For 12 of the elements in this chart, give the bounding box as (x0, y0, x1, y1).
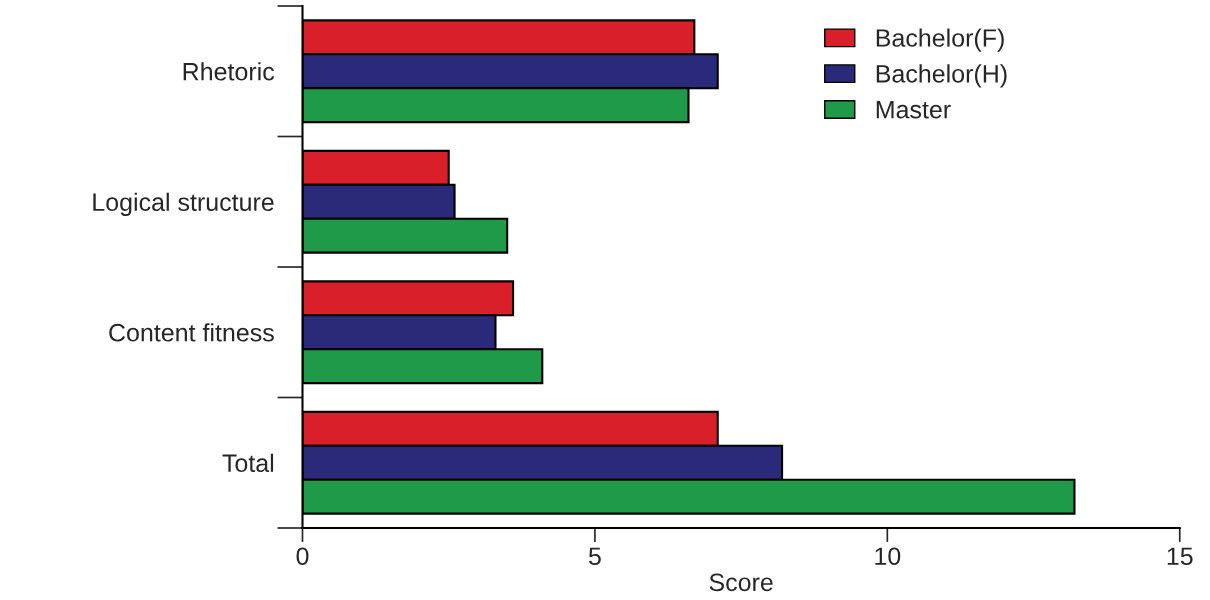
y-tick-label: Total (222, 453, 274, 473)
legend-label: Bachelor(F) (876, 28, 1004, 52)
x-tick-label: 5 (588, 547, 601, 566)
x-tick-label: 15 (1167, 547, 1193, 566)
x-tick-label: 10 (875, 547, 901, 566)
x-tick-label: 0 (296, 547, 309, 566)
legend-label: Bachelor(H) (876, 64, 1007, 88)
y-tick-label: Content fitness (109, 323, 274, 342)
y-tick-label: Logical structure (93, 192, 274, 216)
x-axis-title: Score (709, 573, 773, 592)
y-tick-label: Rhetoric (183, 62, 275, 81)
legend-label: Master (876, 101, 951, 119)
